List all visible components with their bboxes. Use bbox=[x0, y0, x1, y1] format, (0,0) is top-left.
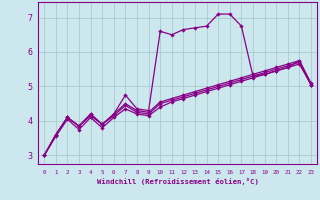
X-axis label: Windchill (Refroidissement éolien,°C): Windchill (Refroidissement éolien,°C) bbox=[97, 178, 259, 185]
